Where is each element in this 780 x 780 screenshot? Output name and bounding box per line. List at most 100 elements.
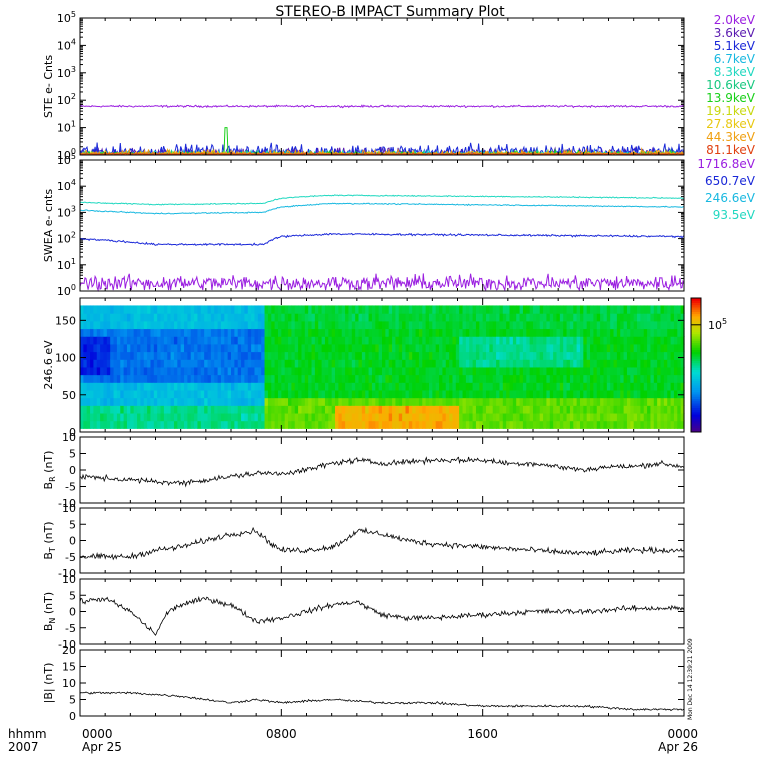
pad-cell <box>227 374 232 383</box>
pad-cell <box>284 405 289 414</box>
pad-cell <box>133 397 138 406</box>
pad-cell <box>116 343 121 353</box>
pad-cell <box>435 366 440 376</box>
pad-cell <box>358 343 363 353</box>
pad-cell <box>539 305 544 314</box>
pad-cell <box>318 397 323 406</box>
pad-cell <box>335 305 339 314</box>
pad-cell <box>281 412 286 422</box>
pad-cell <box>217 305 222 314</box>
pad-cell <box>432 374 437 383</box>
pad-cell <box>177 313 182 322</box>
pad-cell <box>314 320 319 330</box>
pad-cell <box>546 320 551 330</box>
pad-cell <box>388 351 393 360</box>
pad-cell <box>187 336 192 345</box>
pad-cell <box>492 405 497 414</box>
pad-cell <box>160 412 165 422</box>
pad-cell <box>217 328 222 337</box>
pad-cell <box>382 305 386 314</box>
pad-cell <box>267 405 272 414</box>
pad-cell <box>351 397 356 406</box>
pad-cell <box>133 389 138 399</box>
pad-cell <box>80 336 84 345</box>
pad-cell <box>606 389 611 399</box>
pad-cell <box>277 359 282 368</box>
pad-cell <box>657 420 662 429</box>
pad-cell <box>361 366 366 376</box>
pad-cell <box>341 320 346 330</box>
pad-colorbar-segment <box>691 418 701 422</box>
pad-cell <box>281 313 286 322</box>
pad-cell <box>455 374 460 383</box>
pad-cell <box>351 389 356 399</box>
pad-cell <box>143 313 148 322</box>
pad-cell <box>553 351 558 360</box>
pad-cell <box>660 366 665 376</box>
pad-cell <box>304 305 309 314</box>
pad-cell <box>341 359 346 368</box>
pad-cell <box>271 405 276 414</box>
pad-cell <box>522 382 527 391</box>
pad-cell <box>167 412 172 422</box>
pad-cell <box>318 359 323 368</box>
pad-cell <box>298 389 303 399</box>
pad-cell <box>603 382 608 391</box>
pad-cell <box>311 328 316 337</box>
pad-cell <box>663 320 668 330</box>
pad-cell <box>519 374 524 383</box>
pad-cell <box>405 405 410 414</box>
pad-cell <box>257 374 262 383</box>
pad-cell <box>382 320 386 330</box>
pad-cell <box>486 313 490 322</box>
pad-cell <box>603 405 608 414</box>
pad-cell <box>106 359 111 368</box>
pad-cell <box>371 305 376 314</box>
pad-cell <box>288 374 292 383</box>
pad-cell <box>395 374 400 383</box>
pad-cell <box>449 305 454 314</box>
pad-cell <box>120 343 125 353</box>
pad-cell <box>130 359 135 368</box>
pad-cell <box>80 343 84 353</box>
pad-cell <box>459 412 464 422</box>
pad-cell <box>606 412 611 422</box>
pad-cell <box>499 313 504 322</box>
pad-cell <box>499 366 504 376</box>
pad-cell <box>301 397 306 406</box>
pad-cell <box>241 389 246 399</box>
pad-cell <box>533 420 537 429</box>
pad-cell <box>308 420 313 429</box>
pad-cell <box>264 374 269 383</box>
pad-cell <box>620 320 625 330</box>
pad-cell <box>606 359 611 368</box>
pad-cell <box>566 382 571 391</box>
pad-cell <box>418 320 423 330</box>
pad-cell <box>254 389 259 399</box>
pad-cell <box>663 359 668 368</box>
pad-cell <box>522 405 527 414</box>
pad-cell <box>499 405 504 414</box>
pad-cell <box>499 305 504 314</box>
pad-cell <box>506 343 511 353</box>
pad-cell <box>489 305 494 314</box>
pad-cell <box>462 389 467 399</box>
pad-cell <box>197 351 202 360</box>
pad-cell <box>405 336 410 345</box>
pad-cell <box>90 366 95 376</box>
pad-cell <box>620 389 625 399</box>
pad-cell <box>667 374 672 383</box>
pad-cell <box>533 389 537 399</box>
pad-cell <box>603 374 608 383</box>
pad-cell <box>355 389 360 399</box>
pad-cell <box>449 336 454 345</box>
pad-cell <box>489 374 494 383</box>
pad-cell <box>177 328 182 337</box>
pad-cell <box>190 328 195 337</box>
pad-cell <box>603 351 608 360</box>
pad-cell <box>288 405 292 414</box>
pad-cell <box>324 397 329 406</box>
pad-cell <box>214 320 219 330</box>
pad-cell <box>596 359 601 368</box>
pad-ytick-label: 0 <box>69 426 76 439</box>
